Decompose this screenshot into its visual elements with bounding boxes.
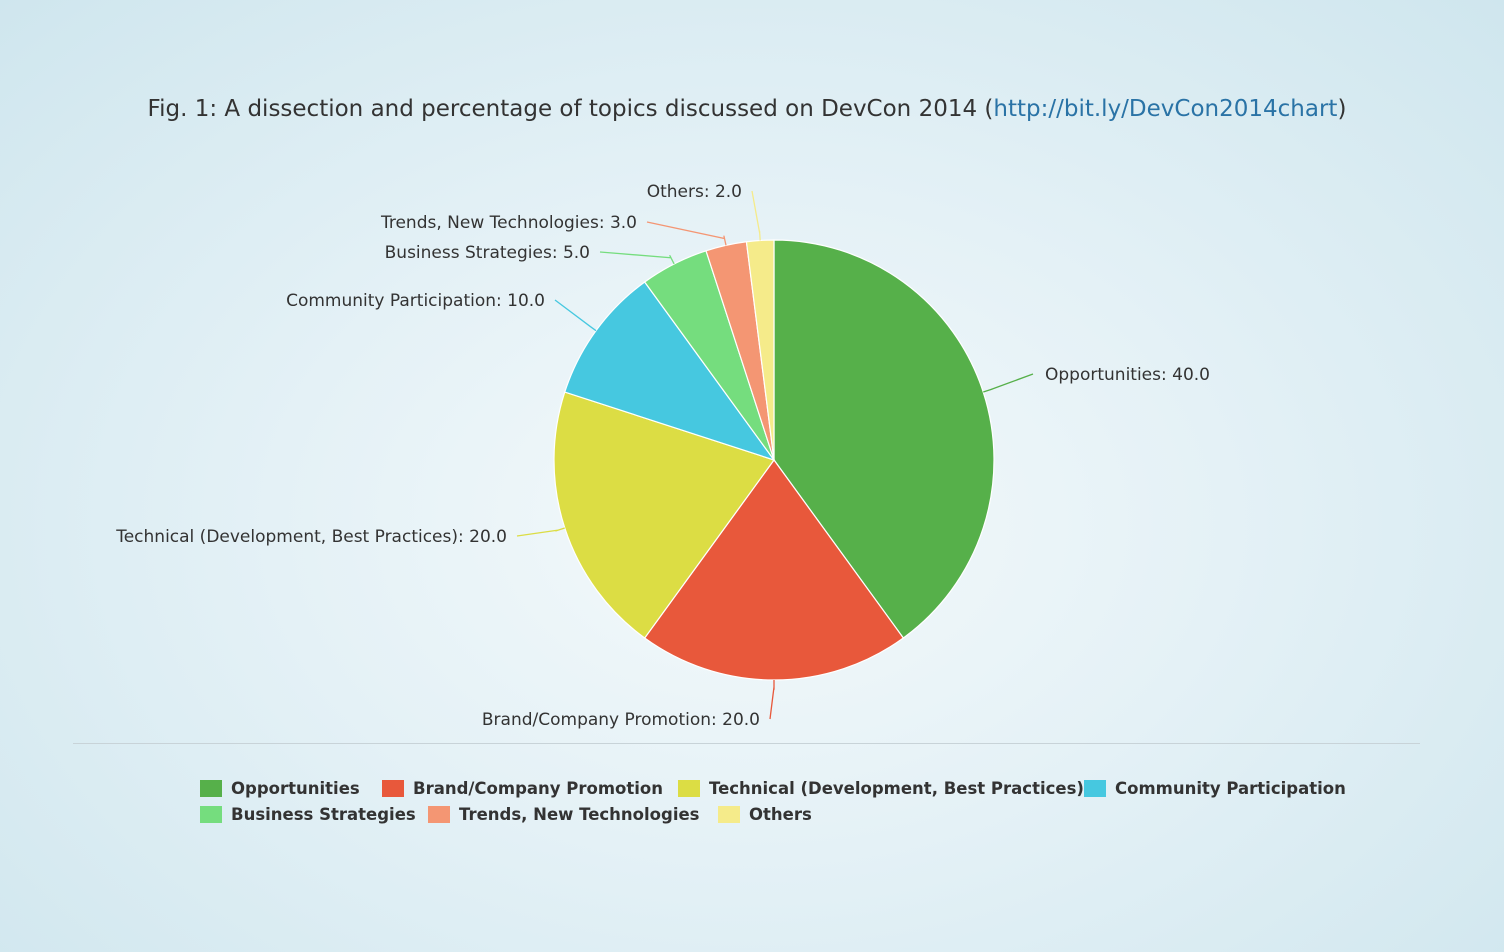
slice-label-community-participation: Community Participation: 10.0 [286, 291, 545, 311]
legend-item-business-strategies[interactable]: Business Strategies [200, 802, 416, 826]
connector-community-participation [554, 299, 597, 332]
figure-caption: Fig. 1: A dissection and percentage of t… [0, 96, 1494, 122]
pie-slice-others[interactable] [745, 239, 775, 461]
caption-close: ) [1337, 96, 1347, 122]
legend-item-community-participation[interactable]: Community Participation [1084, 776, 1346, 800]
legend-label: Trends, New Technologies [459, 804, 700, 824]
legend-label: Others [749, 804, 812, 824]
slice-label-opportunities: Opportunities: 40.0 [1045, 365, 1210, 385]
connector-opportunities [983, 373, 1034, 393]
legend-swatch [1084, 779, 1106, 797]
pie-slices [553, 239, 995, 681]
legend-swatch [382, 779, 404, 797]
legend-label: Business Strategies [231, 804, 416, 824]
slice-labels: Opportunities: 40.0 Brand/Company Promoti… [115, 182, 1210, 730]
legend-swatch [200, 805, 222, 823]
legend-divider [73, 743, 1420, 744]
slice-label-trends-new-technologies: Trends, New Technologies: 3.0 [380, 213, 637, 233]
connector-trends-new-technologies [646, 221, 727, 246]
connector-others [751, 190, 761, 241]
pie-slice-opportunities[interactable] [773, 239, 995, 639]
legend-swatch [718, 805, 740, 823]
pie-slice-brand-company-promotion[interactable] [643, 458, 905, 681]
caption-link[interactable]: http://bit.ly/DevCon2014chart [993, 96, 1338, 122]
legend-swatch [200, 779, 222, 797]
label-connectors [516, 190, 1034, 720]
slice-label-brand-company-promotion: Brand/Company Promotion: 20.0 [482, 710, 760, 730]
slice-label-others: Others: 2.0 [647, 182, 742, 202]
legend-label: Technical (Development, Best Practices) [709, 778, 1084, 798]
legend-item-technical-development-best-practices[interactable]: Technical (Development, Best Practices) [678, 776, 1084, 800]
caption-text: Fig. 1: A dissection and percentage of t… [147, 96, 994, 122]
legend-item-trends-new-technologies[interactable]: Trends, New Technologies [428, 802, 699, 826]
pie-chart: Opportunities: 40.0 Brand/Company Promoti… [115, 182, 1210, 730]
legend-swatch [678, 779, 700, 797]
slice-label-business-strategies: Business Strategies: 5.0 [385, 243, 590, 263]
slice-label-technical-development-best-practices: Technical (Development, Best Practices):… [115, 527, 507, 547]
legend-item-brand-company-promotion[interactable]: Brand/Company Promotion [382, 776, 663, 800]
legend-label: Opportunities [231, 778, 360, 798]
legend-label: Community Participation [1115, 778, 1346, 798]
pie-slice-technical-development-best-practices[interactable] [553, 391, 775, 639]
connector-technical-development-best-practices [516, 527, 565, 537]
connector-brand-company-promotion [769, 679, 775, 720]
legend-swatch [428, 805, 450, 823]
legend-item-opportunities[interactable]: Opportunities [200, 776, 360, 800]
connector-business-strategies [599, 251, 675, 265]
legend-item-others[interactable]: Others [718, 802, 812, 826]
legend-label: Brand/Company Promotion [413, 778, 663, 798]
